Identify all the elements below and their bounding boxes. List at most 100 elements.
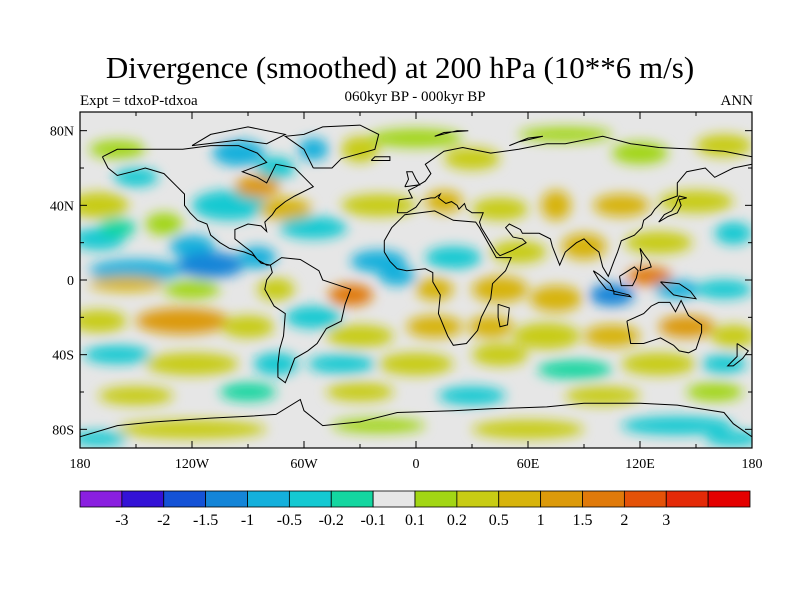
anomaly-region [98, 218, 136, 238]
anomaly-region [221, 315, 275, 338]
anomaly-region [136, 308, 230, 335]
anomaly-region [710, 324, 752, 348]
colorbar-label: -1 [241, 512, 254, 529]
coastline [509, 135, 544, 147]
colorbar-label: 1 [537, 512, 545, 529]
anomaly-region [326, 382, 394, 402]
coastline [191, 126, 287, 147]
anomaly-region [238, 246, 276, 269]
coastline [626, 299, 703, 354]
colorbar-label: 0.1 [405, 512, 425, 529]
colorbar-box [498, 490, 542, 508]
colorbar-box [665, 490, 709, 508]
coastline [80, 398, 752, 438]
colorbar-box [330, 490, 374, 508]
anomaly-region [593, 194, 650, 217]
anomaly-region [416, 278, 454, 301]
anomaly-region [298, 138, 329, 161]
coastline [101, 145, 315, 266]
anomaly-region [285, 306, 342, 329]
anomaly-region [565, 386, 641, 406]
colorbar-box [582, 490, 625, 508]
anomaly-region [164, 280, 220, 299]
colorbar-box [707, 490, 751, 508]
anomaly-region [696, 134, 752, 157]
anomaly-region [98, 386, 174, 406]
anomaly-region [117, 420, 267, 439]
anomaly-region [89, 259, 183, 282]
anomaly-region [369, 128, 463, 148]
anomaly-region [169, 235, 215, 258]
anomaly-region [438, 386, 506, 406]
coastline [726, 343, 750, 367]
coastline [497, 303, 510, 328]
colorbar-box [205, 490, 248, 508]
y-tick-label: 40N [50, 199, 74, 214]
colorbar-label: -3 [115, 512, 128, 529]
colorbar-label: 0.5 [489, 512, 509, 529]
coastline [404, 171, 421, 188]
colorbar-box [540, 490, 583, 508]
anomaly-region [654, 280, 700, 299]
anomaly-region [472, 343, 528, 366]
colorbar-box [247, 490, 290, 508]
x-tick-label: 60W [290, 457, 318, 472]
anomaly-region [714, 222, 752, 245]
anomaly-region [350, 250, 407, 273]
anomaly-region [80, 192, 129, 219]
y-tick-label: 40S [52, 349, 74, 364]
colorbar-box [79, 490, 123, 508]
period-label: 060kyr BP - 000kyr BP [344, 89, 486, 105]
anomaly-region [472, 197, 528, 221]
anomaly-region [279, 216, 347, 239]
coastline [613, 290, 633, 298]
anomaly-region [612, 141, 668, 165]
anomaly-region [328, 283, 374, 307]
x-tick-label: 120W [175, 457, 210, 472]
anomaly-region [177, 252, 245, 279]
anomaly-region [658, 315, 715, 338]
coastline [434, 130, 469, 137]
anomaly-region [529, 285, 583, 312]
colorbar-label: -0.1 [360, 512, 385, 529]
colorbar-box [121, 490, 165, 508]
season-label: ANN [720, 93, 754, 109]
colorbar-box [414, 490, 458, 508]
anomaly-region [621, 352, 697, 376]
anomaly-region [307, 354, 375, 374]
colorbar-box [456, 490, 500, 508]
y-tick-label: 0 [67, 274, 74, 289]
colorbar-box [372, 490, 416, 508]
colorbar-label: 2 [620, 512, 628, 529]
colorbar-box [163, 490, 207, 508]
coastline [619, 266, 639, 287]
x-tick-label: 180 [742, 457, 763, 472]
colorbar-label: -2 [157, 512, 170, 529]
colorbar-box [288, 490, 332, 508]
anomaly-region [425, 246, 482, 269]
anomaly-region [537, 360, 613, 379]
anomaly-region [513, 322, 581, 350]
colorbar-label: -1.5 [193, 512, 218, 529]
plot-title: Divergence (smoothed) at 200 hPa (10**6 … [105, 50, 695, 85]
anomaly-region [212, 140, 265, 167]
anomaly-region [541, 190, 571, 221]
colorbar-label: -0.5 [277, 512, 302, 529]
anomaly-region [89, 276, 164, 292]
anomaly-region [621, 416, 734, 435]
x-tick-label: 60E [517, 457, 540, 472]
anomaly-region [80, 431, 127, 447]
anomaly-region [589, 283, 635, 307]
coastline [660, 281, 698, 300]
anomaly-region [326, 324, 394, 348]
coastline [370, 156, 391, 161]
anomaly-region [518, 126, 612, 142]
anomaly-region [234, 175, 280, 198]
anomaly-region [113, 168, 159, 187]
anomaly-region [192, 190, 267, 221]
anomaly-region [686, 382, 743, 402]
anomaly-region [406, 315, 463, 338]
y-tick-label: 80N [50, 125, 74, 140]
anomaly-region [378, 266, 417, 286]
